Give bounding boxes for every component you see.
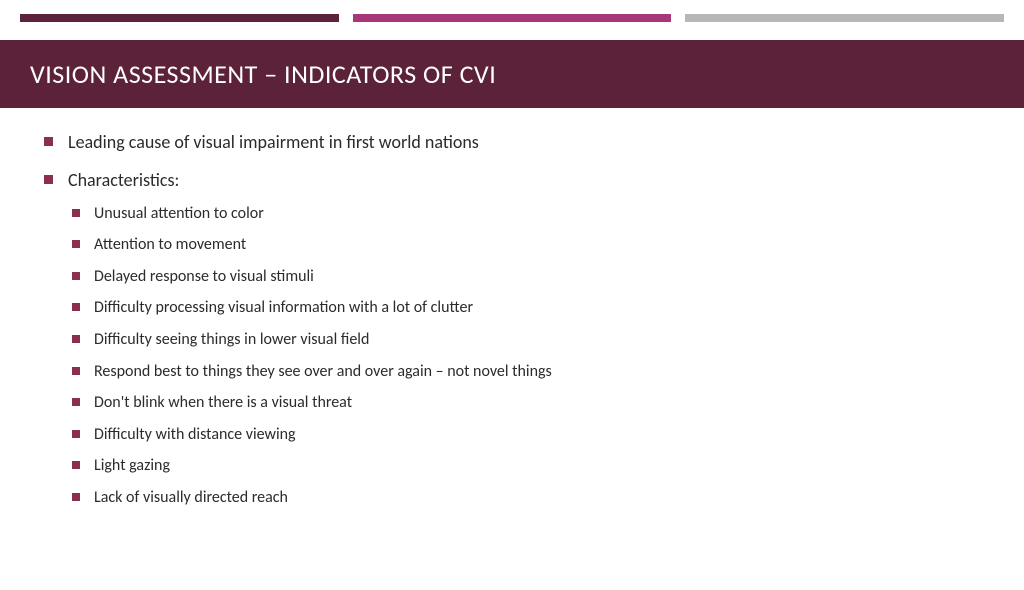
list-item-text: Characteristics: <box>68 169 179 191</box>
list-item-text: Delayed response to visual stimuli <box>94 267 314 286</box>
list-item-text: Don't blink when there is a visual threa… <box>94 393 352 412</box>
bullet-list: Leading cause of visual impairment in fi… <box>40 130 984 509</box>
list-item-text: Difficulty with distance viewing <box>94 425 296 444</box>
accent-segment-light <box>685 14 1004 22</box>
list-item-text: Unusual attention to color <box>94 204 264 223</box>
list-item: Leading cause of visual impairment in fi… <box>40 130 984 154</box>
slide-content: Leading cause of visual impairment in fi… <box>0 108 1024 509</box>
list-item: Difficulty processing visual information… <box>68 297 984 319</box>
list-item-text: Attention to movement <box>94 235 246 254</box>
list-item: Lack of visually directed reach <box>68 487 984 509</box>
accent-segment-mid <box>353 14 672 22</box>
list-item: Difficulty with distance viewing <box>68 424 984 446</box>
accent-segment-dark <box>20 14 339 22</box>
list-item-text: Lack of visually directed reach <box>94 488 288 507</box>
top-accent-bar <box>20 14 1004 22</box>
list-item-text: Difficulty seeing things in lower visual… <box>94 330 369 349</box>
list-item: Delayed response to visual stimuli <box>68 266 984 288</box>
list-item: Difficulty seeing things in lower visual… <box>68 329 984 351</box>
list-item-text: Leading cause of visual impairment in fi… <box>68 131 479 153</box>
list-item-text: Light gazing <box>94 456 170 475</box>
list-item: Attention to movement <box>68 234 984 256</box>
list-item: Light gazing <box>68 455 984 477</box>
slide-title: VISION ASSESSMENT – INDICATORS OF CVI <box>30 58 994 90</box>
list-item-text: Respond best to things they see over and… <box>94 362 552 381</box>
list-item: Unusual attention to color <box>68 203 984 225</box>
list-item: Don't blink when there is a visual threa… <box>68 392 984 414</box>
sub-bullet-list: Unusual attention to color Attention to m… <box>68 203 984 509</box>
list-item: Respond best to things they see over and… <box>68 361 984 383</box>
title-bar: VISION ASSESSMENT – INDICATORS OF CVI <box>0 40 1024 108</box>
list-item: Characteristics: Unusual attention to col… <box>40 168 984 508</box>
list-item-text: Difficulty processing visual information… <box>94 298 473 317</box>
